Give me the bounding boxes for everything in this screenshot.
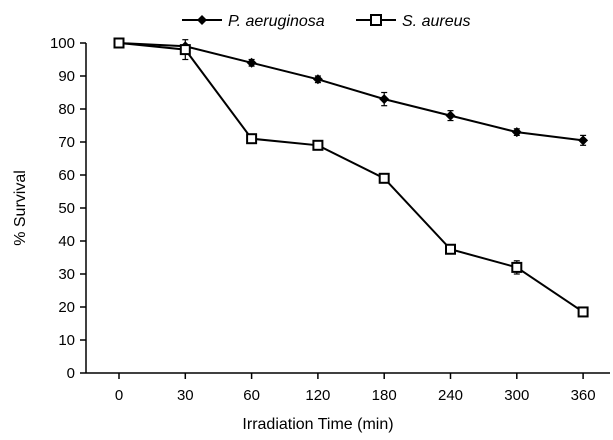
x-tick-label: 240 (438, 387, 463, 404)
y-tick-label: 50 (58, 200, 75, 217)
y-ticks: 0 10 20 30 40 50 60 70 80 90 100 (50, 35, 86, 382)
x-tick-label: 0 (115, 387, 123, 404)
series-line (118, 42, 584, 313)
x-tick-label: 360 (571, 387, 596, 404)
data-point (577, 306, 589, 318)
legend: P. aeruginosa S. aureus (182, 13, 470, 30)
series-line (118, 42, 584, 142)
x-tick-label: 60 (243, 387, 260, 404)
legend-label-s-aureus: S. aureus (402, 13, 470, 30)
data-point (511, 261, 523, 273)
data-point (312, 139, 324, 151)
y-tick-label: 90 (58, 68, 75, 85)
data-point (246, 133, 258, 145)
data-point (179, 44, 191, 56)
data-point (445, 110, 456, 121)
y-axis-title: % Survival (12, 170, 29, 246)
y-tick-label: 0 (67, 365, 75, 382)
x-ticks: 0 30 60 120 180 240 300 360 (115, 373, 596, 404)
series-layer (113, 37, 589, 318)
y-tick-label: 100 (50, 35, 75, 52)
x-tick-label: 180 (372, 387, 397, 404)
legend-label-p-aeruginosa: P. aeruginosa (228, 13, 325, 30)
legend-item-s-aureus: S. aureus (356, 13, 470, 30)
data-point (511, 127, 522, 138)
data-point (379, 94, 390, 105)
x-tick-label: 300 (504, 387, 529, 404)
data-point (578, 135, 589, 146)
x-tick-label: 30 (177, 387, 194, 404)
x-axis-title: Irradiation Time (min) (242, 416, 393, 433)
y-tick-label: 20 (58, 299, 75, 316)
axes (85, 43, 610, 374)
y-tick-label: 70 (58, 134, 75, 151)
data-point (312, 74, 323, 85)
y-tick-label: 10 (58, 332, 75, 349)
legend-item-p-aeruginosa: P. aeruginosa (182, 13, 325, 30)
y-tick-label: 30 (58, 266, 75, 283)
x-tick-label: 120 (305, 387, 330, 404)
y-tick-label: 40 (58, 233, 75, 250)
data-point (445, 243, 456, 255)
series-1 (113, 37, 589, 318)
data-point (246, 57, 257, 68)
data-point (378, 172, 390, 184)
y-tick-label: 60 (58, 167, 75, 184)
y-tick-label: 80 (58, 101, 75, 118)
data-point (113, 37, 125, 49)
